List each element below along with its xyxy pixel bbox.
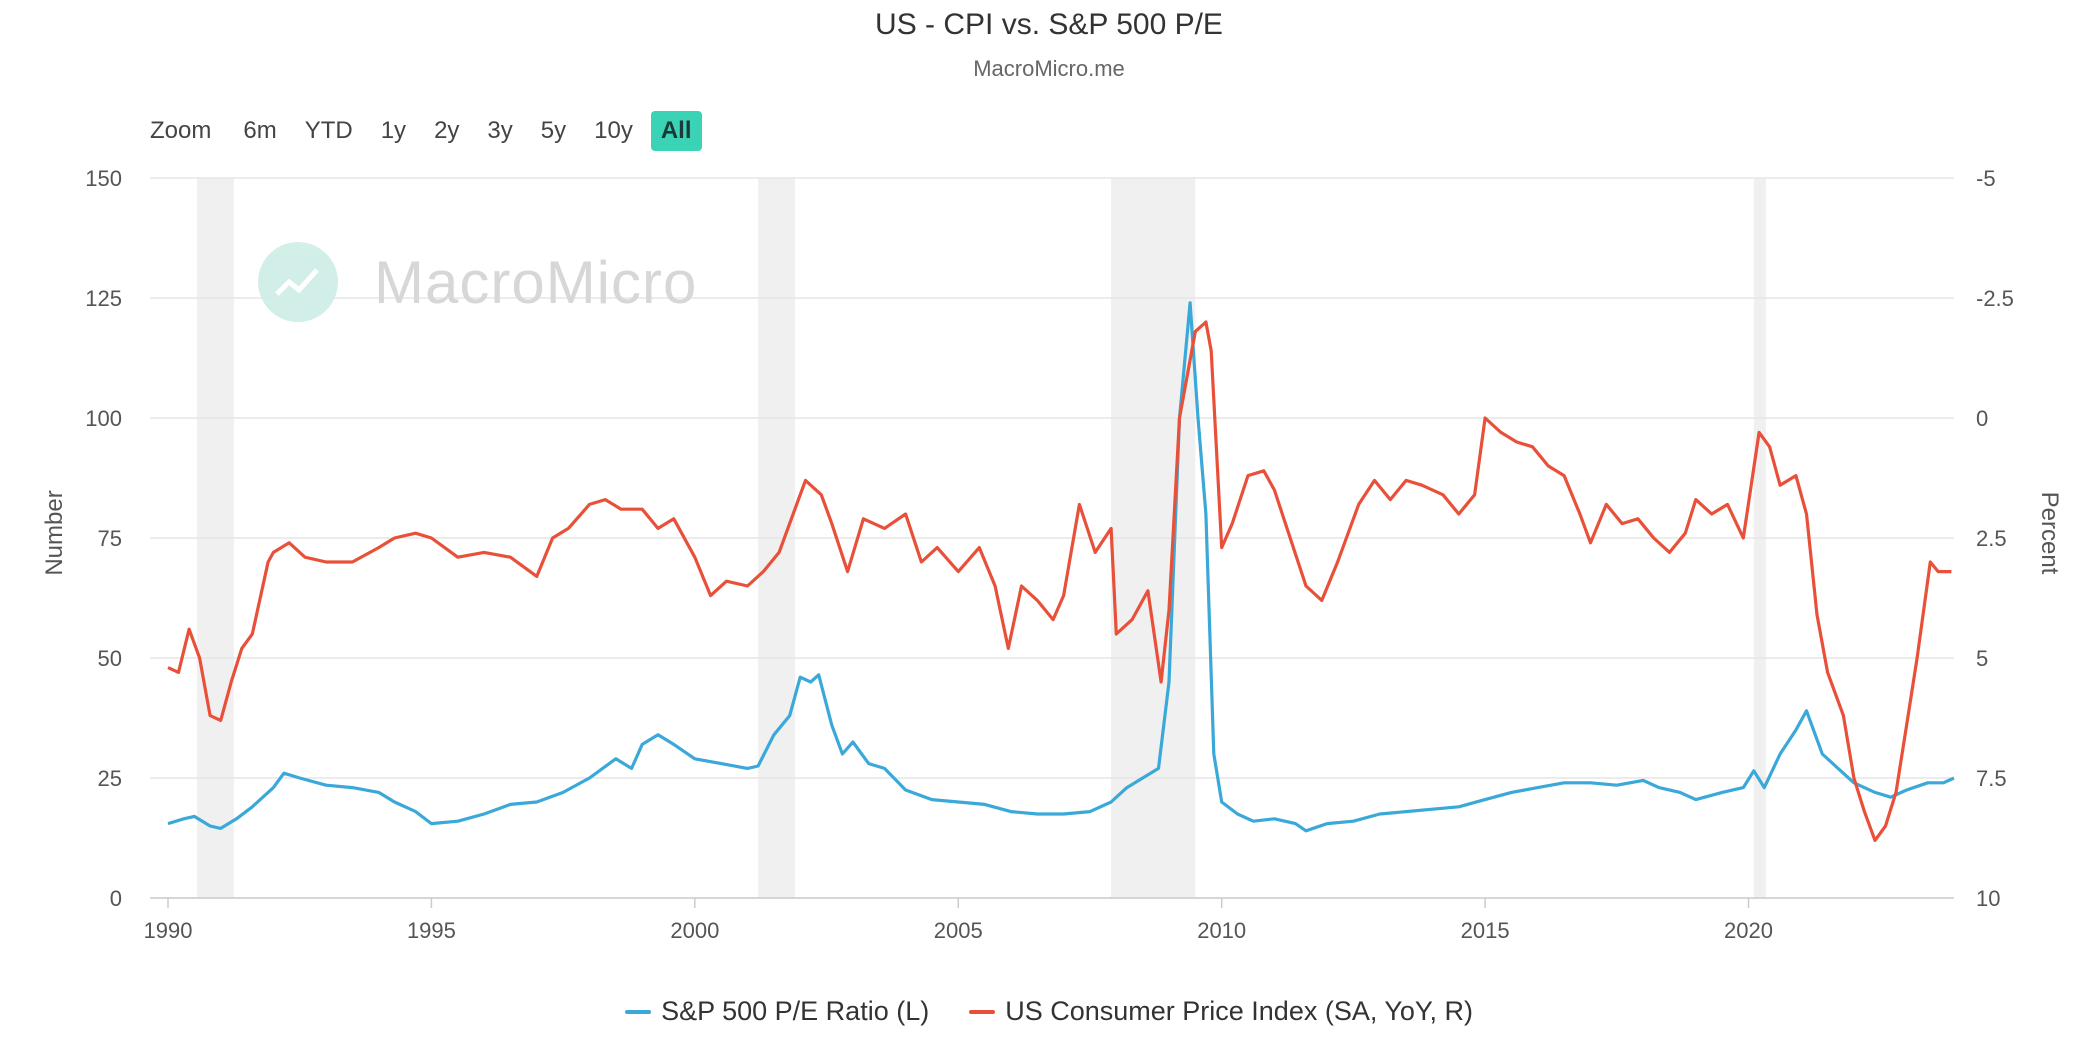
y-left-tick-label: 150	[85, 166, 122, 191]
y-right-tick-label: 0	[1976, 406, 1988, 431]
y-axis-right: 10 7.5 5 2.5 0 -2.5 -5	[1976, 166, 2014, 911]
x-tick-label: 1990	[144, 918, 193, 943]
range-button-10y[interactable]: 10y	[594, 117, 633, 144]
series-line-cpi	[167, 320, 1952, 842]
x-tick-label: 2000	[670, 918, 719, 943]
watermark: MacroMicro	[258, 242, 697, 322]
y-right-tick-label: 2.5	[1976, 526, 2007, 551]
legend-swatch-cpi	[969, 1009, 996, 1014]
y-left-tick-label: 50	[98, 646, 122, 671]
y-left-tick-label: 125	[85, 286, 122, 311]
range-button-3y[interactable]: 3y	[487, 117, 513, 144]
legend-swatch-pe	[625, 1009, 652, 1014]
watermark-text: MacroMicro	[374, 248, 698, 316]
legend-item-pe[interactable]: S&P 500 P/E Ratio (L)	[625, 996, 929, 1027]
legend-label-pe: S&P 500 P/E Ratio (L)	[661, 996, 930, 1026]
x-tick-label: 2005	[934, 918, 983, 943]
range-selector: Zoom 6m YTD 1y 2y 3y 5y 10y All	[150, 108, 710, 154]
series-lines	[167, 301, 1955, 842]
y-left-tick-label: 75	[98, 526, 122, 551]
legend-item-cpi[interactable]: US Consumer Price Index (SA, YoY, R)	[969, 996, 1473, 1027]
x-tick-label: 2020	[1724, 918, 1773, 943]
chart-subtitle: MacroMicro.me	[973, 56, 1125, 81]
y-left-tick-label: 100	[85, 406, 122, 431]
range-button-2y[interactable]: 2y	[434, 117, 460, 144]
range-button-all[interactable]: All	[650, 111, 702, 151]
x-tick-label: 2015	[1461, 918, 1510, 943]
range-button-6m[interactable]: 6m	[243, 117, 277, 144]
y-left-tick-label: 25	[98, 766, 122, 791]
chart-title: US - CPI vs. S&P 500 P/E	[875, 8, 1223, 41]
legend-label-cpi: US Consumer Price Index (SA, YoY, R)	[1005, 996, 1473, 1026]
series-line-pe	[167, 301, 1955, 833]
chart-plot: 1990 1995 2000 2005 2010 2015 2020 02550751001…	[41, 166, 2063, 943]
y-right-tick-label: 5	[1976, 646, 1988, 671]
range-button-5y[interactable]: 5y	[540, 117, 567, 144]
y-right-tick-label: 7.5	[1976, 766, 2007, 791]
x-axis: 1990 1995 2000 2005 2010 2015 2020	[144, 897, 1954, 943]
zoom-label: Zoom	[150, 117, 212, 144]
y-axis-left: 0 25 50 75 100 125 150	[85, 166, 122, 911]
y-right-tick-label: -5	[1976, 166, 1996, 191]
x-tick-label: 2010	[1197, 918, 1246, 943]
y-axis-left-title: Number	[41, 490, 68, 575]
y-right-tick-label: -2.5	[1976, 286, 2014, 311]
range-button-1y[interactable]: 1y	[380, 117, 407, 144]
chart-legend: S&P 500 P/E Ratio (L) US Consumer Price …	[0, 996, 2098, 1027]
y-right-tick-label: 10	[1976, 886, 2000, 911]
y-axis-right-title: Percent	[2036, 492, 2063, 575]
watermark-logo-icon	[258, 242, 338, 322]
range-button-ytd[interactable]: YTD	[304, 117, 353, 144]
x-tick-label: 1995	[407, 918, 456, 943]
y-left-tick-label: 0	[110, 886, 122, 911]
